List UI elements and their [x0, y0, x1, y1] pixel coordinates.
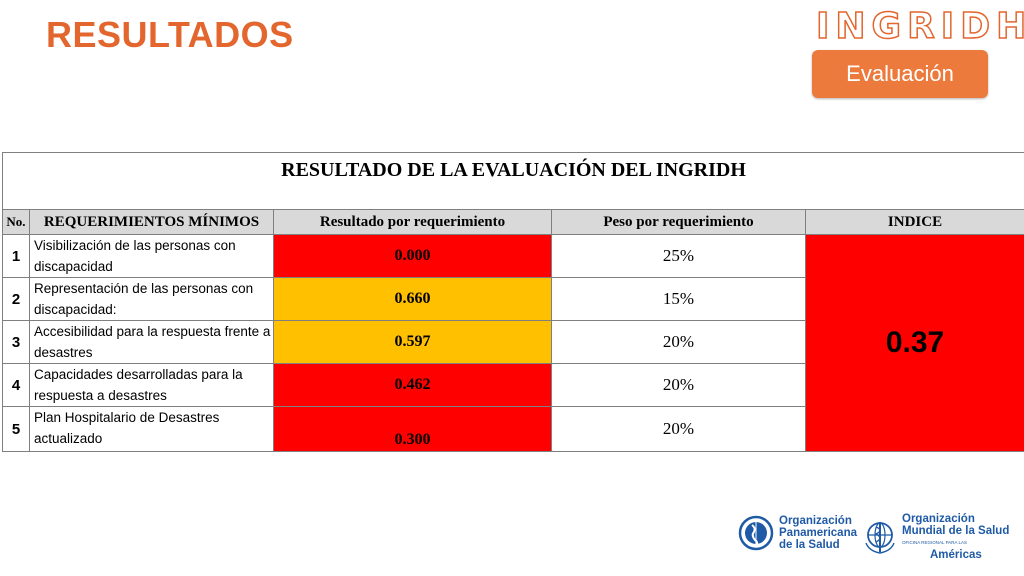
- result-cell: 0.597: [273, 320, 552, 364]
- ops-emblem-icon: [738, 515, 774, 551]
- row-number: 4: [2, 363, 30, 407]
- result-cell: 0.660: [273, 277, 552, 321]
- requirement-cell: Accesibilidad para la respuesta frente a…: [29, 320, 274, 364]
- oms-sub-line: OFICINA REGIONAL PARA LAS: [902, 540, 968, 545]
- result-cell: 0.300: [273, 406, 552, 452]
- index-value: 0.37: [804, 234, 1024, 452]
- header-no: No.: [2, 209, 30, 235]
- oms-line-3: Américas: [930, 549, 982, 561]
- header-result: Resultado por requerimiento: [273, 209, 552, 235]
- weight-cell: 20%: [551, 363, 806, 407]
- evaluation-badge: Evaluación: [812, 50, 988, 98]
- result-cell: 0.462: [273, 363, 552, 407]
- oms-logo: Organización Mundial de la Salud OFICINA…: [862, 513, 1009, 561]
- weight-cell: 25%: [551, 234, 806, 278]
- weight-cell: 20%: [551, 406, 806, 452]
- ops-line-3: de la Salud: [779, 539, 840, 551]
- results-table: RESULTADO DE LA EVALUACIÓN DEL INGRIDH N…: [1, 152, 1024, 452]
- row-number: 2: [2, 277, 30, 321]
- table-row: 3 Accesibilidad para la respuesta frente…: [2, 320, 1024, 364]
- oms-line-2: Mundial de la Salud: [902, 525, 1010, 537]
- result-cell: 0.000: [273, 234, 552, 278]
- header-weight: Peso por requerimiento: [551, 209, 806, 235]
- slide-title: RESULTADOS: [46, 14, 294, 55]
- ops-line-2: Panamericana: [779, 527, 857, 539]
- weight-cell: 15%: [551, 277, 806, 321]
- brand-logo-text: INGRIDH: [815, 5, 1024, 48]
- table-row: 2 Representación de las personas con dis…: [2, 277, 1024, 321]
- ops-line-1: Organización: [779, 515, 852, 527]
- header-requirements: REQUERIMIENTOS MÍNIMOS: [29, 209, 274, 235]
- table-row: 1 Visibilización de las personas con dis…: [2, 234, 1024, 452]
- who-emblem-icon: [865, 522, 895, 554]
- row-number: 1: [2, 234, 30, 278]
- requirement-cell: Capacidades desarrolladas para la respue…: [29, 363, 274, 407]
- requirement-cell: Representación de las personas con disca…: [29, 277, 274, 321]
- ops-logo: Organización Panamericana de la Salud: [738, 515, 857, 551]
- requirement-cell: Plan Hospitalario de Desastres actualiza…: [29, 406, 274, 452]
- header-index: INDICE: [804, 209, 1024, 235]
- table-row: 5 Plan Hospitalario de Desastres actuali…: [2, 406, 1024, 452]
- requirement-cell: Visibilización de las personas con disca…: [29, 234, 274, 278]
- weight-cell: 20%: [551, 320, 806, 364]
- row-number: 3: [2, 320, 30, 364]
- row-number: 5: [2, 406, 30, 452]
- oms-line-1: Organización: [902, 513, 975, 525]
- table-caption: RESULTADO DE LA EVALUACIÓN DEL INGRIDH: [1, 152, 1024, 210]
